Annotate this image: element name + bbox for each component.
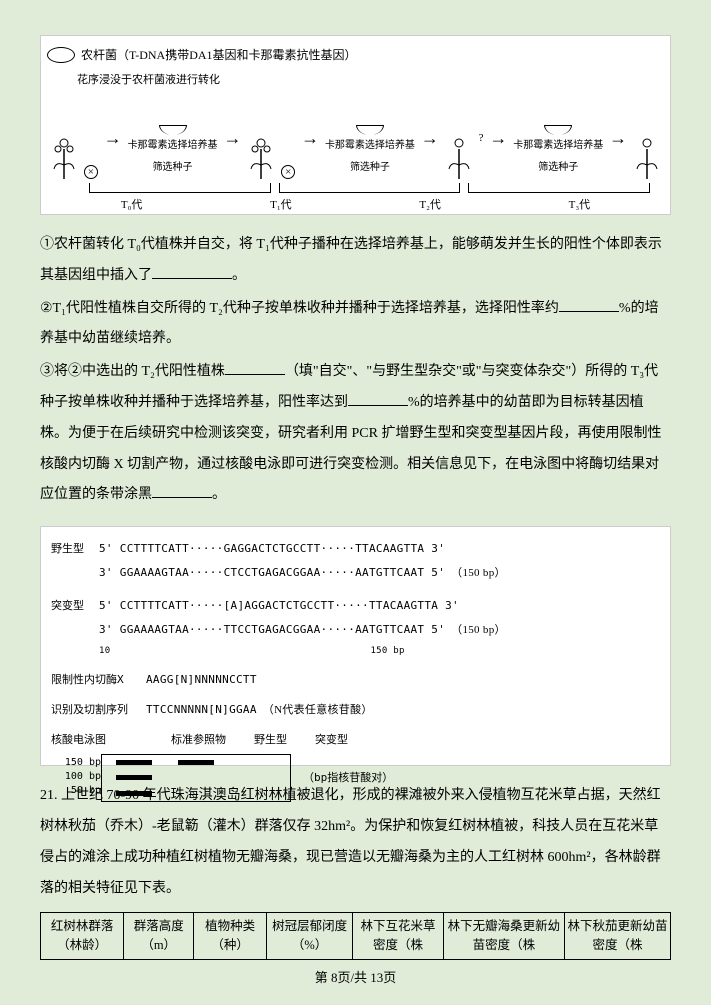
cross-icon: × (281, 165, 295, 179)
blank-4 (348, 392, 408, 406)
th-6: 林下秋茄更新幼苗密度（株 (564, 913, 670, 960)
figure1-plant-row: × → 卡那霉素选择培养基 筛选种子 → × → 卡那霉素选择培养基 筛选种子 … (47, 99, 664, 179)
gen-t2: T₂代 (419, 193, 441, 217)
agrobacterium-oval-icon (47, 47, 75, 63)
gen-t0: T₀代 (121, 193, 143, 217)
gen-t3: T₃代 (569, 193, 591, 217)
cross-icon: × (84, 165, 98, 179)
figure1-legend1: 农杆菌（T-DNA携带DA1基因和卡那霉素抗性基因） (81, 42, 357, 68)
blank-3 (225, 361, 285, 375)
th-5: 林下无瓣海桑更新幼苗密度（株 (443, 913, 564, 960)
th-2: 植物种类（种） (194, 913, 267, 960)
blank-5 (152, 484, 212, 498)
figure1-legend2: 花序浸没于农杆菌液进行转化 (77, 68, 664, 92)
th-0: 红树林群落（林龄） (41, 913, 124, 960)
th-3: 树冠层郁闭度（%） (267, 913, 353, 960)
th-4: 林下互花米草密度（株 (353, 913, 444, 960)
mangrove-table: 红树林群落（林龄） 群落高度（m） 植物种类（种） 树冠层郁闭度（%） 林下互花… (40, 912, 671, 960)
question-steps-text: ①农杆菌转化 T₀代植株并自交，将 T₁代种子播种在选择培养基上，能够萌发并生长… (40, 230, 671, 511)
page-number: 第 8页/共 13页 (0, 964, 711, 993)
figure-2-sequence-gel: 野生型 5' CCTTTTCATT·····GAGGACTCTGCCTT····… (40, 526, 671, 766)
gen-t1: T₁代 (270, 193, 292, 217)
gel-box (101, 754, 291, 802)
blank-1 (152, 265, 232, 279)
figure-1-agrobacterium-diagram: 农杆菌（T-DNA携带DA1基因和卡那霉素抗性基因） 花序浸没于农杆菌液进行转化… (40, 35, 671, 215)
blank-2 (559, 298, 619, 312)
th-1: 群落高度（m） (124, 913, 194, 960)
